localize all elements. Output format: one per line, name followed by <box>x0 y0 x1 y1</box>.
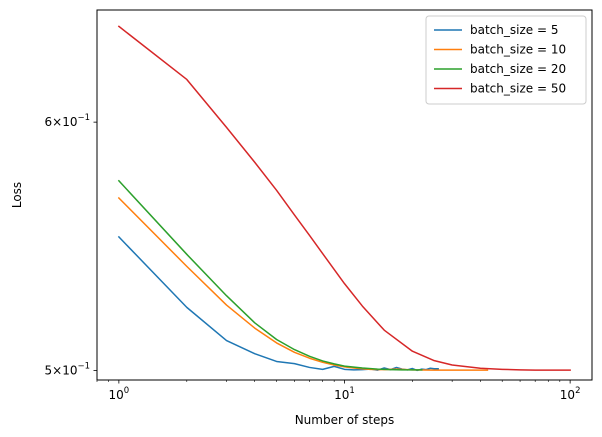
legend-entry-label: batch_size = 5 <box>470 23 558 37</box>
series-line-4 <box>117 25 571 371</box>
legend: batch_size = 5 batch_size = 10 batch_size … <box>425 15 587 105</box>
x-axis-label: Number of steps <box>295 413 395 427</box>
x-tick-label: 100 <box>109 386 130 402</box>
y-tick-label: 5×10−1 <box>45 361 91 377</box>
series-line-1 <box>117 235 439 372</box>
legend-entry-label: batch_size = 20 <box>470 62 566 76</box>
x-tick-label: 102 <box>560 386 581 402</box>
legend-entry-label: batch_size = 10 <box>470 43 566 57</box>
legend-entry-label: batch_size = 50 <box>470 82 566 96</box>
series-line-3 <box>117 179 423 371</box>
series-line-2 <box>117 196 489 371</box>
y-tick-label: 6×10−1 <box>45 113 91 129</box>
x-axis: 100 101 102 <box>96 380 581 402</box>
y-axis: 5×10−1 6×10−1 <box>45 113 97 377</box>
series-layer <box>117 25 571 372</box>
y-axis-label: Loss <box>10 182 24 208</box>
x-tick-label: 101 <box>334 386 355 402</box>
legend-box <box>425 15 587 105</box>
